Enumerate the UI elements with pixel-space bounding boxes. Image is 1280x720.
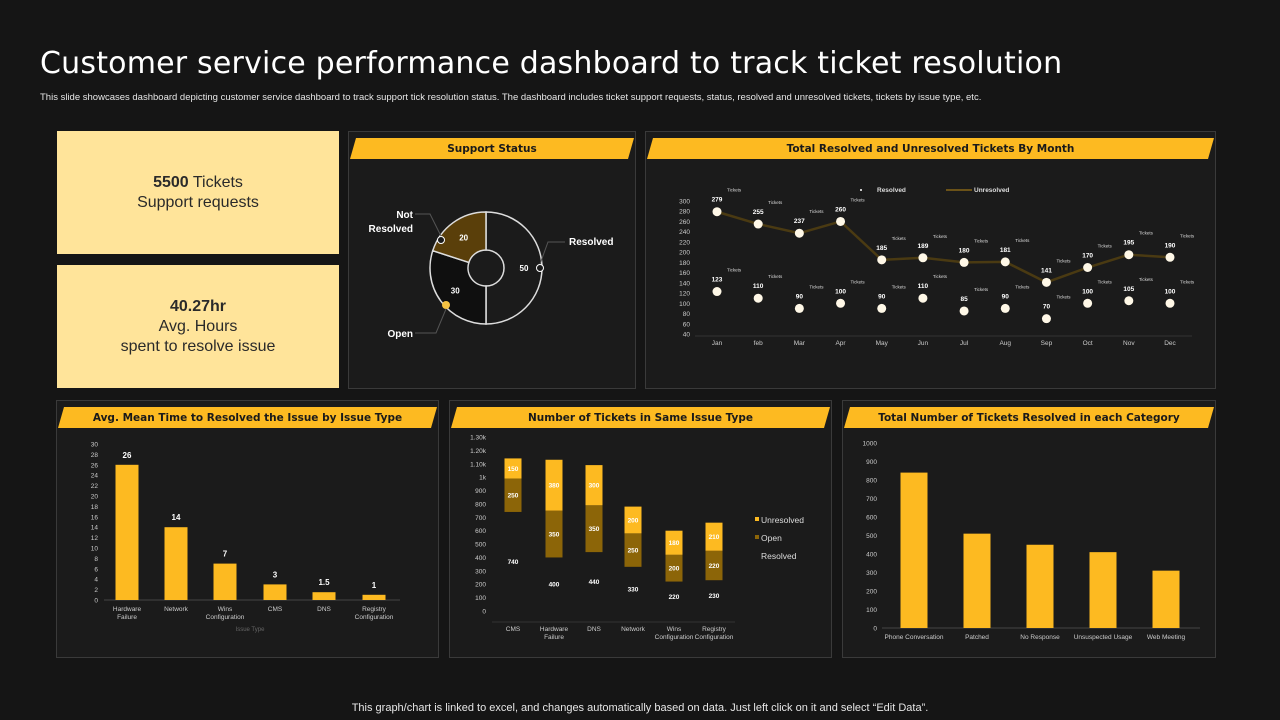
panel-header-same-issue: Number of Tickets in Same Issue Type [451,407,830,428]
panel-header-mean-time: Avg. Mean Time to Resolved the Issue by … [58,407,437,428]
page-subtitle: This slide showcases dashboard depicting… [40,92,982,103]
kpi-value: 40.27hr [169,297,227,315]
panel-same-issue [449,400,832,658]
panel-mean-time [56,400,439,658]
panel-header-support-status: Support Status [350,138,634,159]
kpi-avg-hours: 40.27hr Avg. Hours spent to resolve issu… [57,265,339,388]
kpi-unit: Tickets [188,173,243,191]
kpi-label: Support requests [137,193,259,211]
panel-header-category: Total Number of Tickets Resolved in each… [844,407,1214,428]
kpi-label-2: spent to resolve issue [120,337,276,355]
kpi-value: 5500 [153,173,189,191]
panel-support-status [348,131,636,389]
footer-note: This graph/chart is linked to excel, and… [351,702,929,714]
panel-header-monthly-tickets: Total Resolved and Unresolved Tickets By… [647,138,1214,159]
page-title: Customer service performance dashboard t… [40,46,1063,81]
kpi-support-requests: 5500 Tickets Support requests [57,131,339,254]
kpi-label: Avg. Hours [158,317,238,335]
panel-category [842,400,1216,658]
panel-monthly-tickets [645,131,1216,389]
